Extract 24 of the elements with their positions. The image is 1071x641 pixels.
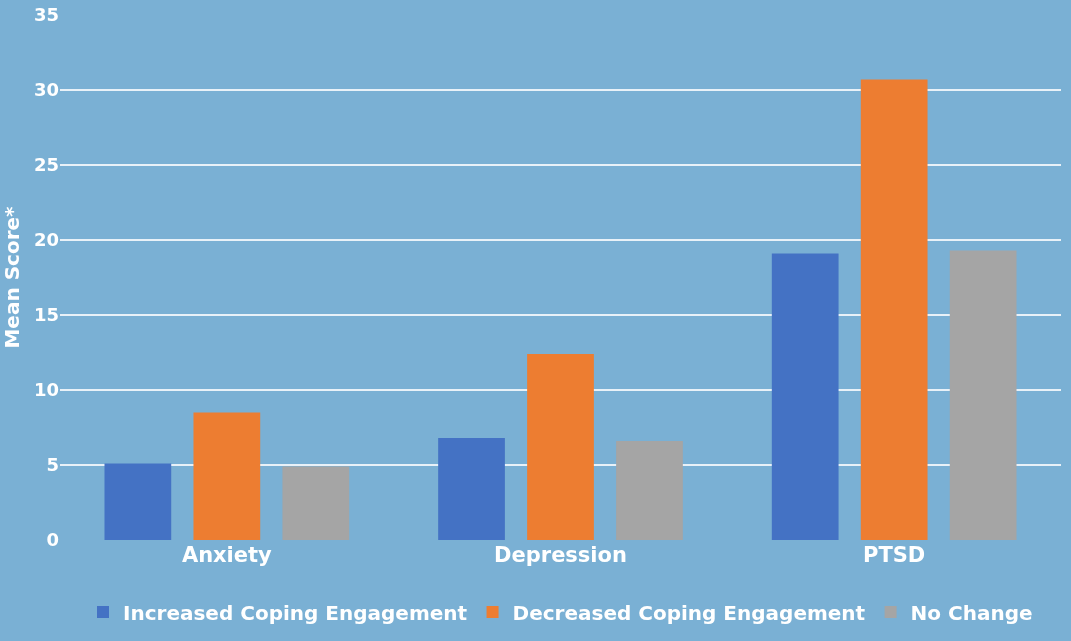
bar bbox=[104, 463, 172, 540]
legend-label: No Change bbox=[910, 600, 1033, 625]
y-tick-label: 30 bbox=[33, 79, 59, 101]
y-tick-label: 10 bbox=[33, 379, 59, 401]
bar bbox=[771, 253, 839, 540]
y-tick-label: 35 bbox=[33, 4, 59, 26]
bar bbox=[860, 79, 928, 540]
bar bbox=[616, 441, 683, 540]
x-tick-label: Anxiety bbox=[181, 543, 273, 567]
legend-label: Decreased Coping Engagement bbox=[512, 600, 866, 625]
x-tick-label: Depression bbox=[494, 543, 627, 567]
x-tick-label: PTSD bbox=[863, 543, 926, 567]
bar bbox=[438, 438, 505, 540]
bar bbox=[193, 412, 261, 540]
bar bbox=[949, 250, 1017, 540]
y-axis-title: Mean Score* bbox=[0, 205, 25, 349]
y-tick-label: 5 bbox=[46, 454, 59, 476]
y-tick-label: 20 bbox=[33, 229, 59, 251]
y-tick-label: 25 bbox=[33, 154, 59, 176]
legend-label: Increased Coping Engagement bbox=[123, 600, 468, 625]
y-tick-label: 15 bbox=[33, 304, 59, 326]
bar bbox=[282, 466, 350, 540]
y-tick-label: 0 bbox=[46, 529, 59, 551]
bar bbox=[527, 354, 594, 540]
